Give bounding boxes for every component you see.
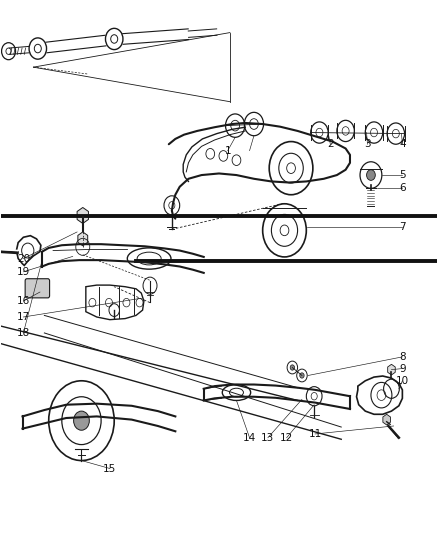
- Text: 5: 5: [399, 170, 406, 180]
- Text: 19: 19: [17, 267, 30, 277]
- Circle shape: [300, 373, 304, 378]
- Text: 13: 13: [261, 433, 275, 443]
- Circle shape: [74, 411, 89, 430]
- Text: 10: 10: [396, 376, 409, 386]
- Circle shape: [367, 169, 375, 180]
- Text: 11: 11: [308, 429, 321, 439]
- Text: 20: 20: [17, 254, 30, 263]
- Text: 4: 4: [399, 139, 406, 149]
- Text: 9: 9: [399, 364, 406, 374]
- Circle shape: [290, 365, 294, 370]
- Text: 16: 16: [17, 296, 30, 306]
- Text: 3: 3: [364, 139, 371, 149]
- Text: 15: 15: [103, 464, 117, 473]
- Text: 12: 12: [280, 433, 293, 443]
- Text: 6: 6: [399, 183, 406, 193]
- Text: 14: 14: [243, 433, 256, 443]
- Text: 7: 7: [399, 222, 406, 232]
- Text: 18: 18: [17, 328, 30, 338]
- FancyBboxPatch shape: [25, 279, 49, 298]
- Text: 8: 8: [399, 352, 406, 362]
- Text: 1: 1: [224, 146, 231, 156]
- Text: 2: 2: [327, 139, 334, 149]
- Text: 17: 17: [17, 312, 30, 322]
